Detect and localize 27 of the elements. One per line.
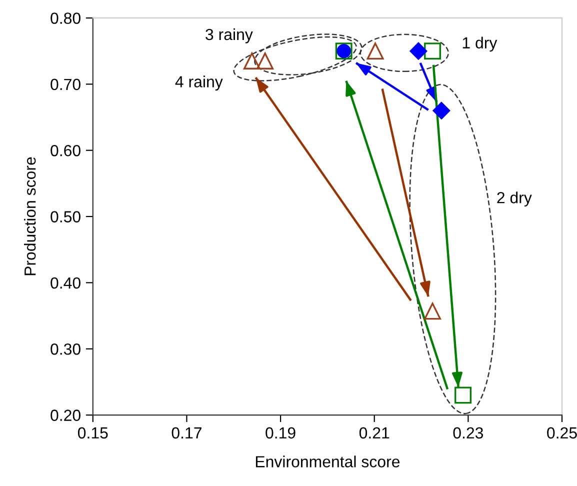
y-tick-label: 0.40 [50,277,80,289]
y-axis-title: Production score [24,157,36,276]
annotation: 3 rainy [206,28,253,44]
x-tick-label: 0.21 [359,427,390,439]
x-tick-label: 0.25 [547,427,577,439]
annotation: 1 dry [462,36,498,52]
point [243,52,260,70]
point [424,302,441,320]
x-tick-label: 0.15 [78,427,108,439]
x-tick-label: 0.17 [172,427,202,439]
x-tick-label: 0.23 [453,427,484,439]
point [366,42,384,60]
point [410,42,428,60]
point [432,102,450,120]
point [424,42,441,60]
y-tick-label: 0.20 [50,410,80,421]
y-tick-label: 0.30 [50,344,80,355]
annotation: 2 dry [497,192,532,206]
point [256,52,274,70]
y-tick-label: 0.70 [50,78,80,90]
annotation: 4 rainy [175,76,223,91]
y-tick-label: 0.60 [50,144,80,156]
y-tick-label: 0.50 [50,211,80,222]
x-axis-title: Environmental score [256,456,400,468]
point [454,386,472,404]
x-tick-label: 0.19 [266,427,296,439]
y-tick-label: 0.80 [50,12,80,24]
